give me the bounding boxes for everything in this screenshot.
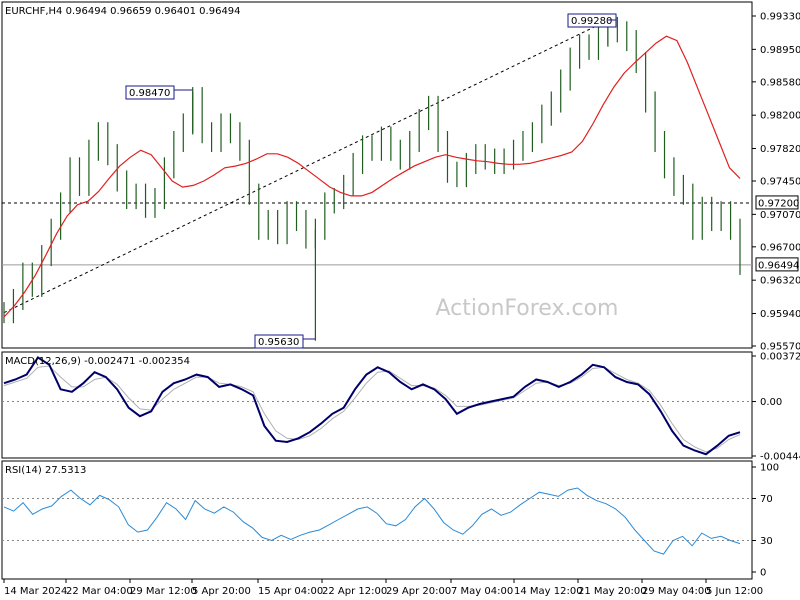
- rsi-tick-label: 70: [760, 494, 773, 505]
- price-tick-label: 0.98950: [760, 45, 800, 56]
- rsi-tick-label: 0: [760, 568, 766, 579]
- price-panel-frame: [1, 1, 753, 349]
- price-tick-label: 0.98580: [760, 77, 800, 88]
- price-tick-label: 0.97070: [760, 210, 800, 221]
- price-levels: [2, 202, 752, 266]
- macd-tick-label: 0.00: [760, 397, 782, 408]
- price-tick-label: 0.97820: [760, 144, 800, 155]
- rsi-tick-label: 100: [760, 463, 779, 474]
- trendline-segment: [3, 19, 609, 314]
- level-axis-box: [755, 195, 799, 210]
- time-tick-label: 7 May 04:00: [451, 586, 513, 597]
- time-tick-label: 29 Apr 20:00: [386, 586, 451, 597]
- high-label-0-99280: 0.99280: [571, 16, 612, 27]
- moving-average: [3, 35, 741, 318]
- last-price-axis-box: [755, 257, 799, 272]
- price-tick-label: 0.97450: [760, 177, 800, 188]
- price-series: [3, 16, 741, 341]
- price-header: EURCHF,H4 0.96494 0.96659 0.96401 0.9649…: [5, 6, 241, 17]
- price-y-axis: 0.99330 0.98950 0.98580 0.98200 0.97820 0.974…: [752, 12, 800, 353]
- price-annotations: 0.98470 0.95630 0.99280 0.97200 0.96494: [125, 13, 799, 349]
- time-tick-label: 5 Apr 20:00: [192, 586, 251, 597]
- signal-line: [3, 365, 741, 453]
- macd-y-axis: 0.00372 0.00 -0.004447: [2, 352, 800, 463]
- level-axis-label: 0.97200: [758, 198, 799, 209]
- rsi-series: [3, 487, 741, 555]
- high-label-0-98470-box: [125, 85, 175, 100]
- price-tick-label: 0.95570: [760, 342, 800, 353]
- rsi-tick-label: 30: [760, 536, 773, 547]
- time-tick-label: 21 May 20:00: [578, 586, 647, 597]
- rsi-panel-frame: [1, 460, 753, 580]
- sma-line: [3, 35, 741, 318]
- time-tick-label: 5 Jun 12:00: [706, 586, 763, 597]
- price-tick-label: 0.96320: [760, 276, 800, 287]
- price-tick-label: 0.96700: [760, 242, 800, 253]
- low-label-0-95630-box: [254, 334, 304, 349]
- time-tick-label: 14 Mar 2024: [4, 586, 67, 597]
- rsi-y-axis: 100 70 30 0: [2, 463, 779, 579]
- price-tick-label: 0.99330: [760, 12, 800, 23]
- high-label-0-98470: 0.98470: [129, 88, 170, 99]
- time-tick-label: 22 Apr 12:00: [322, 586, 387, 597]
- macd-header: MACD(12,26,9) -0.002471 -0.002354: [5, 356, 190, 367]
- trendline: [3, 19, 609, 314]
- time-tick-label: 14 May 12:00: [514, 586, 583, 597]
- rsi-line: [3, 487, 741, 555]
- time-tick-label: 29 Mar 12:00: [130, 586, 197, 597]
- time-tick-label: 15 Apr 04:00: [258, 586, 323, 597]
- last-price-axis-label: 0.96494: [758, 260, 799, 271]
- time-tick-label: 29 May 04:00: [642, 586, 711, 597]
- macd-line: [3, 356, 741, 456]
- low-label-0-95630: 0.95630: [258, 337, 299, 348]
- watermark: ActionForex.com: [436, 296, 619, 321]
- macd-tick-label: -0.004447: [760, 452, 800, 463]
- macd-series: [3, 356, 741, 456]
- price-tick-label: 0.95940: [760, 309, 800, 320]
- price-tick-label: 0.98200: [760, 111, 800, 122]
- macd-tick-label: 0.00372: [760, 352, 800, 363]
- rsi-header: RSI(14) 27.5313: [5, 465, 86, 476]
- time-tick-label: 22 Mar 04:00: [66, 586, 133, 597]
